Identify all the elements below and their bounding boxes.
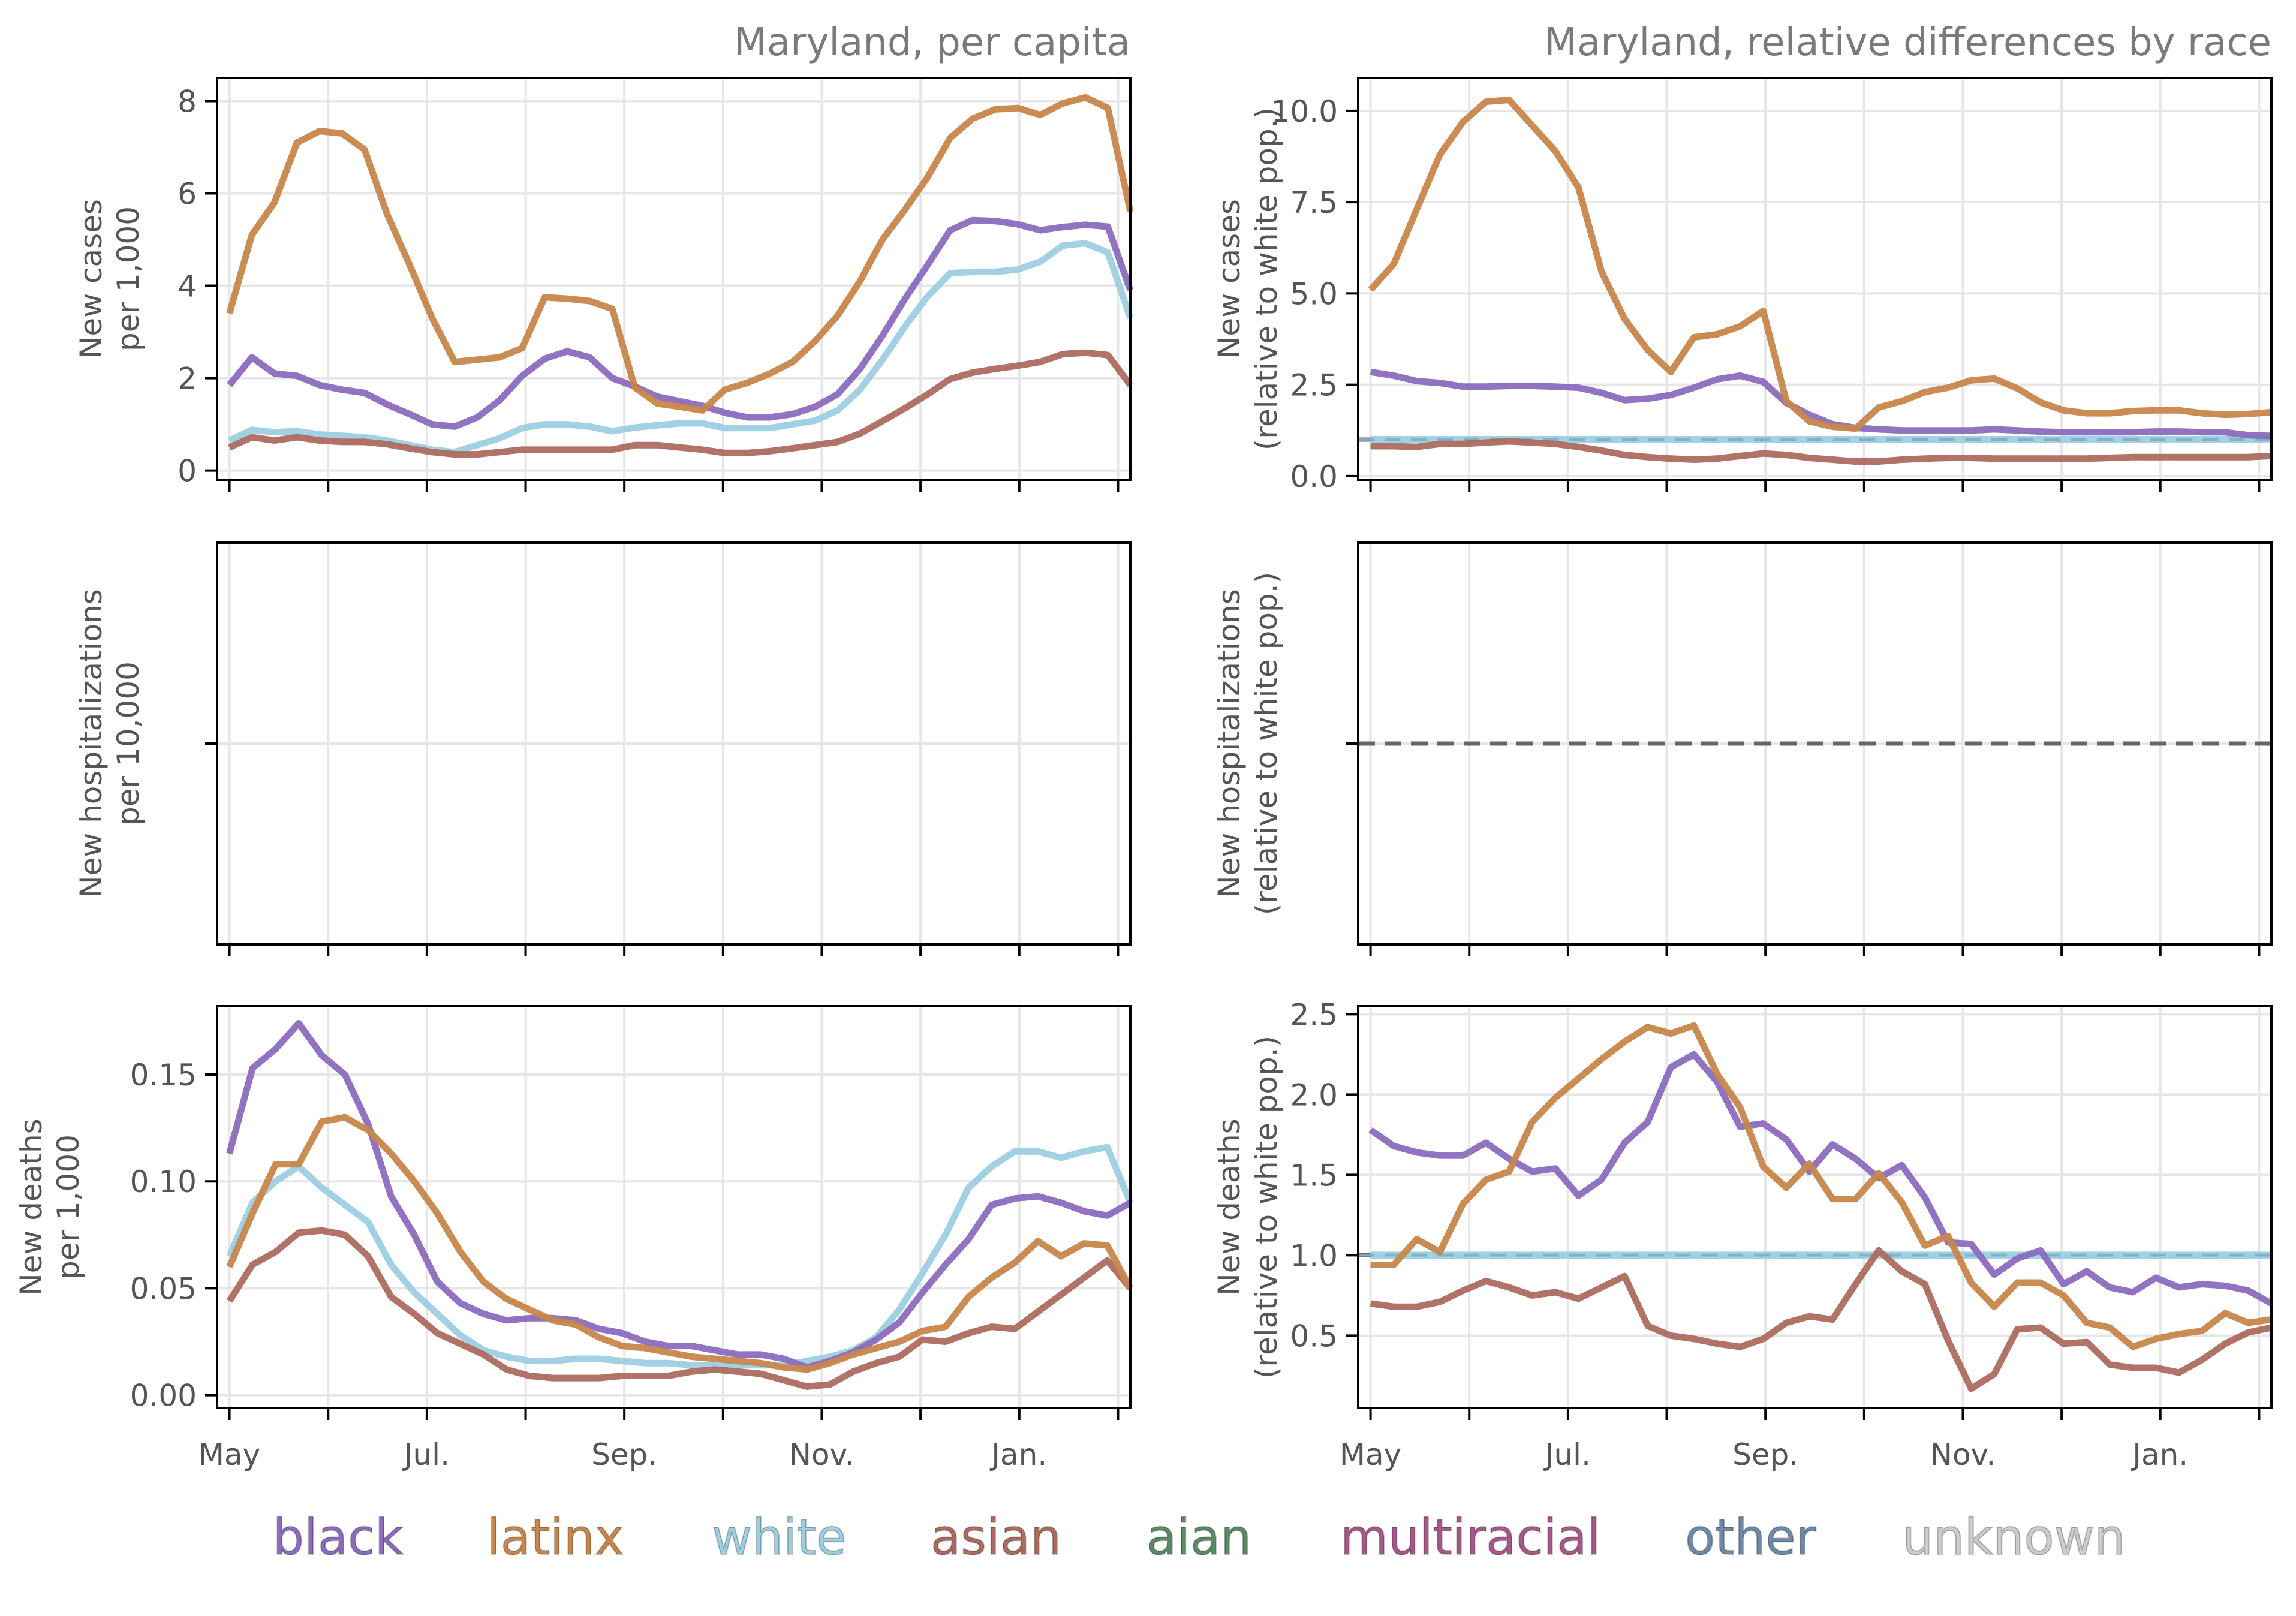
y-tick-label: 0.10 [130, 1164, 197, 1199]
series-line-latinx [1370, 1022, 2272, 1350]
x-tick-label: May [198, 1437, 260, 1472]
y-axis-label: New hospitalizations(relative to white p… [1212, 572, 1284, 915]
panel-deaths-per-capita: 0.00 0.05 0.10 0.15 May Jul. Sep. Nov. Jan. New d… [14, 1005, 1134, 1472]
series-line-black [226, 1020, 1132, 1371]
series-line-asian [228, 349, 1133, 458]
series-line-asian [1370, 438, 2272, 465]
y-axis-label-line: per 10,000 [111, 661, 146, 826]
y-tick-label: 10.0 [1271, 94, 1338, 129]
y-tick-label: 0.5 [1290, 1319, 1338, 1353]
y-tick-label: 2.0 [1290, 1078, 1338, 1112]
y-axis-label: New deaths(relative to white pop.) [1212, 1036, 1284, 1379]
series-line-black [227, 216, 1134, 430]
y-axis-label: New cases(relative to white pop.) [1212, 107, 1284, 450]
y-axis-label-line: (relative to white pop.) [1249, 107, 1284, 450]
y-tick-label: 0.05 [130, 1271, 197, 1306]
legend-item-aian: aian [1146, 1509, 1252, 1567]
series-line-white [228, 240, 1134, 456]
y-axis-label-line: (relative to white pop.) [1249, 1036, 1284, 1379]
x-tick-label: May [1340, 1437, 1401, 1472]
y-axis-label: New casesper 1,000 [74, 199, 146, 359]
y-tick-label: 0.0 [1290, 459, 1338, 494]
panel-title: Maryland, relative differences by race [1544, 20, 2271, 65]
x-tick-label: Nov. [789, 1437, 855, 1472]
legend-item-latinx: latinx [486, 1509, 624, 1567]
y-tick-label: 8 [177, 85, 197, 119]
y-axis-label: New hospitalizationsper 10,000 [74, 589, 146, 898]
panel-hosp-relative: New hospitalizations(relative to white p… [1212, 541, 2273, 956]
y-tick-label: 6 [177, 177, 197, 212]
y-tick-label: 0.00 [130, 1379, 197, 1413]
legend-item-asian: asian [930, 1509, 1062, 1567]
y-axis-label: New deathsper 1,000 [14, 1118, 86, 1295]
y-tick-label: 4 [177, 269, 197, 304]
series-line-asian [226, 1227, 1133, 1390]
y-axis-label-line: New deaths [1212, 1118, 1247, 1295]
x-tick-label: Jul. [1543, 1437, 1591, 1472]
panel-deaths-relative: 0.5 1.0 1.5 2.0 2.5 May Jul. Sep. Nov. Jan. New de… [1212, 997, 2273, 1472]
axes-frame [216, 77, 1132, 481]
y-axis-label-line: New deaths [14, 1118, 49, 1295]
y-tick-label: 2.5 [1290, 997, 1338, 1032]
y-tick-label: 2 [177, 362, 197, 396]
panel-cases-per-capita: 0 2 4 6 8 New casesper 1,000 Maryland, per cap… [74, 20, 1134, 492]
y-axis-label-line: New cases [74, 199, 109, 359]
axes-frame [1357, 77, 2273, 481]
axes-frame [1357, 1005, 2273, 1409]
axes-frame [216, 1005, 1132, 1409]
y-tick-label: 7.5 [1290, 185, 1338, 220]
y-axis-label-line: per 1,000 [111, 206, 146, 351]
legend-item-unknown: unknown [1901, 1509, 2126, 1567]
x-tick-label: Sep. [591, 1437, 657, 1472]
y-axis-label-line: (relative to white pop.) [1249, 572, 1284, 915]
y-tick-label: 1.0 [1290, 1238, 1338, 1273]
y-tick-label: 0 [177, 454, 197, 489]
y-tick-label: 2.5 [1290, 368, 1338, 403]
series-line-latinx [226, 1114, 1133, 1373]
x-tick-label: Jan. [989, 1437, 1047, 1472]
legend-item-black: black [272, 1509, 404, 1567]
legend-item-white: white [711, 1509, 847, 1567]
x-tick-label: Nov. [1930, 1437, 1996, 1472]
y-axis-label-line: per 1,000 [51, 1134, 86, 1280]
x-tick-label: Sep. [1732, 1437, 1798, 1472]
legend: black latinx white asian aian multiracial othe… [0, 1499, 2296, 1577]
series-line-black [1368, 1051, 2273, 1307]
series-line-white [226, 1143, 1134, 1369]
legend-item-other: other [1684, 1509, 1816, 1567]
y-tick-label: 5.0 [1290, 276, 1338, 311]
y-tick-label: 0.15 [130, 1058, 197, 1093]
series-line-asian [1370, 1247, 2273, 1392]
panel-title: Maryland, per capita [734, 20, 1130, 65]
series-line-black [1370, 368, 2272, 440]
y-axis-label-line: New hospitalizations [1212, 589, 1247, 898]
y-axis-label-line: New cases [1212, 199, 1247, 359]
y-tick-label: 1.5 [1290, 1158, 1338, 1193]
panel-hosp-per-capita: New hospitalizationsper 10,000 [74, 541, 1132, 956]
x-tick-label: Jul. [402, 1437, 450, 1472]
x-tick-label: Jan. [2131, 1437, 2188, 1472]
y-axis-label-line: New hospitalizations [74, 589, 109, 898]
series-line-latinx [226, 94, 1134, 414]
legend-item-multiracial: multiracial [1340, 1509, 1601, 1567]
series-line-latinx [1368, 97, 2272, 432]
